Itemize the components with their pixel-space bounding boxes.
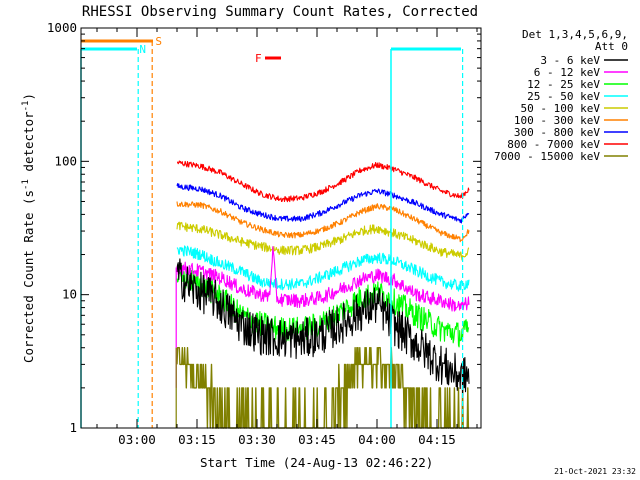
night-label: N [139, 43, 146, 56]
flare-label: F [255, 52, 262, 65]
legend-label: 12 - 25 keV [527, 78, 600, 91]
legend-label: 300 - 800 keV [514, 126, 600, 139]
x-axis-label: Start Time (24-Aug-13 02:46:22) [200, 455, 433, 470]
series-line-12-25-kev [176, 263, 470, 348]
y-axis-label: Corrected Count Rate (s-1 detector-1) [21, 93, 36, 363]
legend-label: 3 - 6 keV [540, 54, 600, 67]
x-tick-label: 04:00 [358, 432, 396, 447]
x-tick-label: 03:30 [238, 432, 276, 447]
y-axis-label-sup2: -1 [21, 101, 31, 112]
series-line-100-300-kev [176, 201, 470, 243]
x-tick-label: 03:15 [178, 432, 216, 447]
series-line-6-12-kev [176, 246, 470, 312]
axes: 1 10 100 1000 03:00 03:15 03:30 03:45 04:00 04:15 [47, 20, 482, 447]
x-tick-label: 03:45 [298, 432, 336, 447]
x-tick-label: 03:00 [118, 432, 156, 447]
series-line-3-6-kev [176, 258, 470, 397]
legend-label: 6 - 12 keV [534, 66, 601, 79]
series-line-800-7000-kev [177, 160, 470, 203]
x-tick-label: 04:15 [418, 432, 456, 447]
series-line-50-100-kev [176, 221, 470, 261]
y-tick-label: 10 [62, 287, 77, 302]
legend-label: 7000 - 15000 keV [494, 150, 600, 163]
saa-label: S [155, 35, 162, 48]
legend-label: 800 - 7000 keV [507, 138, 600, 151]
plot-area: SN F [80, 35, 470, 429]
y-axis-label-part2: detector [21, 111, 36, 179]
plot-frame [80, 27, 482, 429]
footer-date: 21-Oct-2021 23:32 [554, 467, 636, 476]
legend-header-line1: Det 1,3,4,5,6,9, [522, 28, 628, 41]
y-axis-label-sup1: -1 [21, 179, 31, 190]
y-tick-label: 100 [54, 153, 77, 168]
y-tick-label: 1 [69, 420, 77, 435]
legend-label: 25 - 50 keV [527, 90, 600, 103]
legend-label: 50 - 100 keV [521, 102, 601, 115]
y-axis-label-part1: Corrected Count Rate (s [21, 190, 36, 363]
series-line-300-800-kev [176, 183, 470, 224]
y-axis-label-part3: ) [21, 93, 36, 101]
legend-label: 100 - 300 keV [514, 114, 600, 127]
legend-header-line2: Att 0 [595, 40, 628, 53]
y-tick-label: 1000 [47, 20, 77, 35]
series-line-25-50-kev [176, 245, 470, 292]
chart-title: RHESSI Observing Summary Count Rates, Co… [82, 4, 478, 20]
